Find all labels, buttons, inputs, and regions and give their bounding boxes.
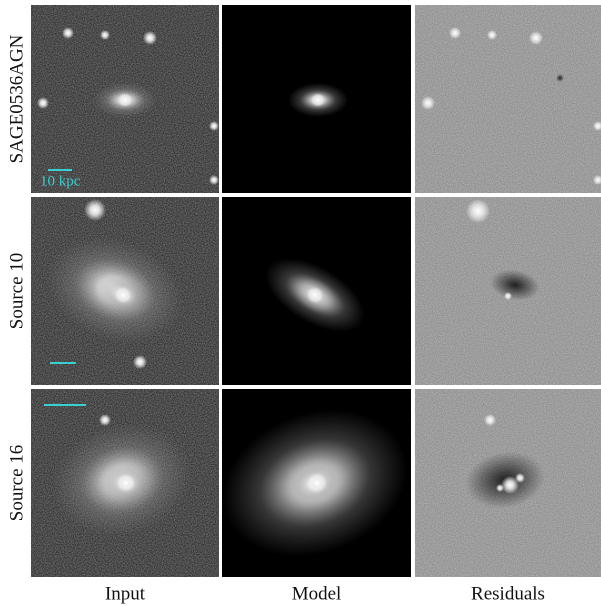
scale-bar-label: 10 kpc <box>40 173 81 189</box>
source-blob <box>100 30 110 40</box>
source-blob <box>307 473 327 493</box>
residual-feature <box>556 74 564 82</box>
source-blob <box>529 31 543 45</box>
source-blob <box>209 121 219 131</box>
residual-feature <box>490 269 540 301</box>
column-label: Model <box>292 583 342 604</box>
source-blob <box>593 121 601 131</box>
row-label: SAGE0536AGN <box>6 34 27 163</box>
source-blob <box>593 175 601 185</box>
source-blob <box>118 93 132 107</box>
source-blob <box>484 414 496 426</box>
source-blob <box>501 476 519 494</box>
source-blob <box>307 287 323 303</box>
image-panel <box>415 389 601 577</box>
source-blob <box>209 175 219 185</box>
image-panel <box>415 5 601 193</box>
row-label: Source 10 <box>6 253 27 330</box>
source-blob <box>133 355 147 369</box>
row-label: Source 16 <box>6 445 27 522</box>
source-blob <box>62 27 74 39</box>
source-blob <box>37 97 49 109</box>
source-blob <box>115 287 131 303</box>
source-blob <box>117 474 135 492</box>
image-panel <box>31 389 219 577</box>
source-blob <box>496 484 504 492</box>
image-panel <box>222 389 411 577</box>
source-blob <box>504 292 512 300</box>
source-blob <box>487 30 497 40</box>
source-blob <box>311 93 325 107</box>
source-blob <box>515 473 525 483</box>
panel-noise <box>415 5 601 193</box>
image-panel <box>222 5 411 193</box>
source-blob <box>421 96 435 110</box>
column-label: Residuals <box>471 583 545 604</box>
image-panel <box>31 197 219 385</box>
source-blob <box>99 414 111 426</box>
source-blob <box>84 199 106 221</box>
image-panel <box>31 5 219 193</box>
source-blob <box>466 199 490 223</box>
column-label: Input <box>105 583 146 604</box>
source-blob <box>143 31 157 45</box>
image-panel <box>415 197 601 385</box>
source-blob <box>449 27 461 39</box>
image-panel <box>222 197 411 385</box>
